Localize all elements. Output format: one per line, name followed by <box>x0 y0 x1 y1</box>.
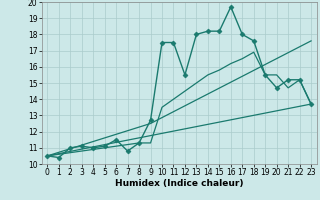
X-axis label: Humidex (Indice chaleur): Humidex (Indice chaleur) <box>115 179 244 188</box>
